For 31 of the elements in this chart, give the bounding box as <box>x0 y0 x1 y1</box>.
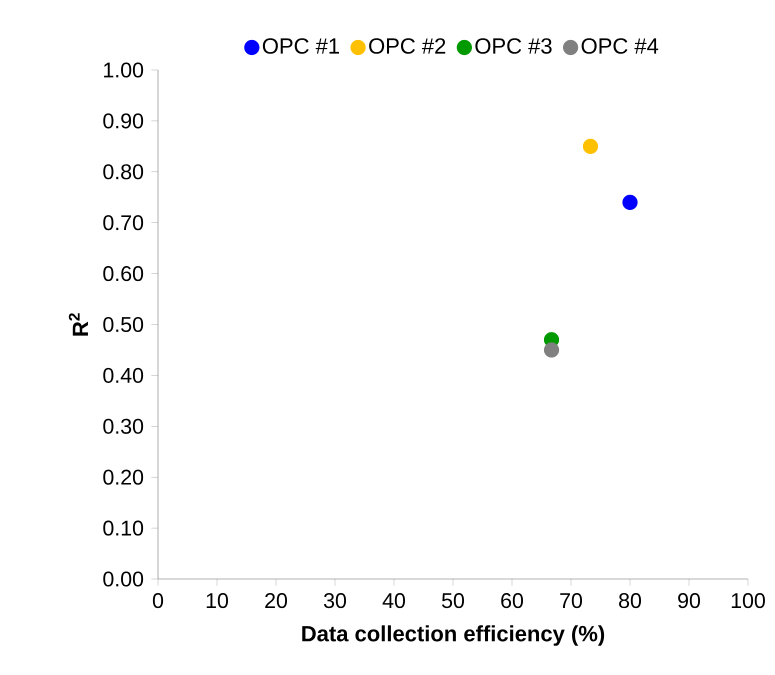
y-tick-label: 0.00 <box>103 571 144 587</box>
x-tick-label: 60 <box>501 593 524 608</box>
y-tick-label: 0.70 <box>103 215 144 230</box>
y-tick-label: 0.30 <box>103 418 144 434</box>
x-axis-title: Data collection efficiency (%) <box>302 625 604 646</box>
y-tick-label: 0.80 <box>103 164 144 180</box>
point <box>544 342 560 358</box>
y-axis-title: R$^{2}$ <box>68 313 88 336</box>
y-tick-label: 0.40 <box>103 368 144 383</box>
legend-label: OPC #4 <box>582 38 658 54</box>
legend-label: OPC #2 <box>369 38 446 54</box>
x-tick-label: 70 <box>560 593 582 608</box>
legend-label: OPC #1 <box>262 38 339 54</box>
x-tick-label: 80 <box>619 593 642 608</box>
x-tick-label: 10 <box>206 593 228 608</box>
point <box>582 138 598 154</box>
x-tick-label: 30 <box>324 593 346 608</box>
legend-label: OPC #3 <box>475 38 552 54</box>
x-tick-label: 40 <box>382 593 406 608</box>
x-tick-label: 50 <box>442 593 464 608</box>
x-tick-label: 0 <box>152 593 164 608</box>
x-tick-label: 90 <box>678 593 700 608</box>
y-tick-label: 0.10 <box>103 520 144 536</box>
y-tick-label: 1.00 <box>104 62 144 78</box>
x-tick-label: 100 <box>732 593 765 608</box>
y-tick-label: 0.90 <box>103 113 144 128</box>
y-tick-label: 0.20 <box>103 470 144 485</box>
y-tick-label: 0.60 <box>103 266 144 282</box>
point <box>622 194 638 210</box>
y-tick-label: 0.50 <box>103 316 144 332</box>
x-tick-label: 20 <box>265 593 288 608</box>
